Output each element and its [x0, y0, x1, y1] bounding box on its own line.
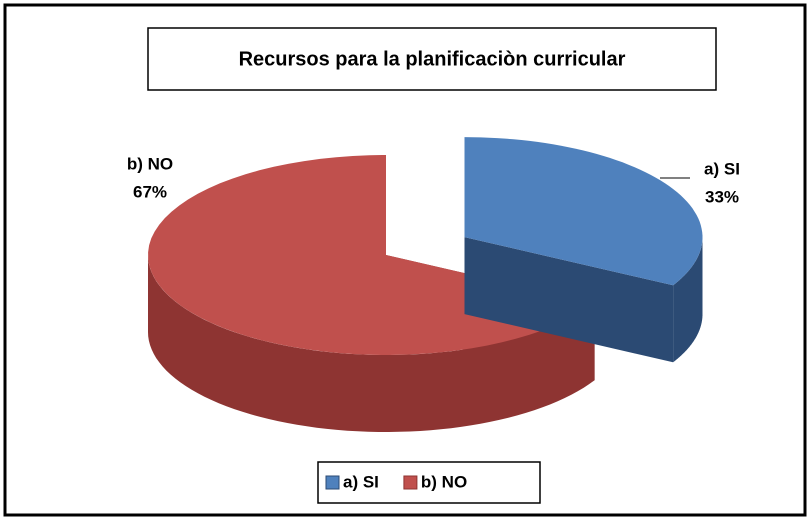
title-box	[147, 27, 717, 91]
slice	[464, 137, 703, 363]
slice-top	[464, 137, 703, 286]
legend-swatch	[325, 475, 340, 490]
data-label-value: 67%	[133, 182, 167, 201]
legend-swatch	[403, 475, 418, 490]
legend-box	[317, 461, 541, 504]
data-label-category: a) SI	[704, 159, 740, 178]
legend-label: b) NO	[421, 472, 467, 491]
legend-label: a) SI	[343, 472, 379, 491]
data-label-category: b) NO	[127, 154, 173, 173]
chart-title: Recursos para la planificaciòn curricula…	[239, 48, 626, 70]
data-label-value: 33%	[705, 187, 739, 206]
slice-side	[673, 237, 703, 363]
slice-side	[148, 255, 595, 432]
slice-wall	[464, 237, 674, 363]
